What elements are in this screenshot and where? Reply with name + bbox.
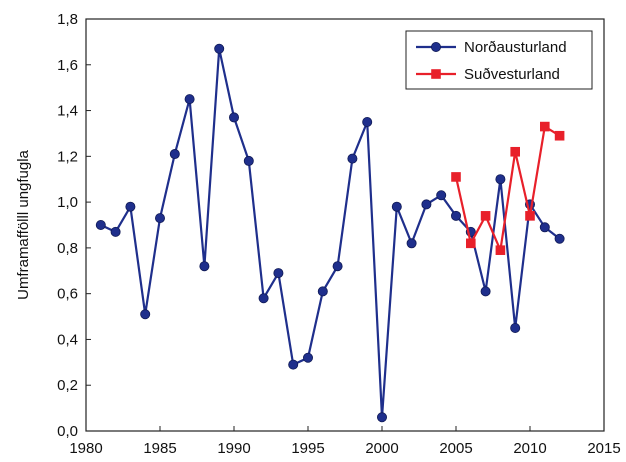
legend-box	[405, 30, 593, 90]
data-point	[317, 286, 328, 297]
legend-entry: Norðausturland	[416, 39, 567, 56]
legend-entry: Suðvesturland	[416, 66, 560, 83]
legend-marker	[430, 42, 441, 53]
y-tick-label: 1,6	[57, 57, 78, 74]
data-point	[362, 117, 373, 128]
data-point	[140, 309, 151, 320]
data-point	[495, 245, 506, 255]
x-tick-label: 1985	[143, 440, 176, 457]
data-point	[376, 412, 387, 423]
legend: Norðausturland Suðvesturland	[405, 30, 593, 90]
series-layer	[95, 43, 565, 423]
data-point	[466, 238, 476, 249]
x-tick-label: 2005	[439, 440, 472, 457]
data-point	[554, 130, 565, 141]
data-point	[184, 94, 195, 105]
x-tick-label: 1980	[69, 440, 102, 457]
series-2	[451, 121, 565, 255]
data-point	[95, 219, 106, 230]
y-tick-label: 0,6	[57, 286, 78, 303]
legend-marker	[431, 69, 441, 79]
data-point	[391, 201, 402, 212]
data-point	[228, 112, 239, 123]
data-point	[302, 352, 313, 363]
data-point	[273, 268, 284, 279]
data-point	[258, 293, 269, 304]
data-point	[199, 261, 210, 272]
x-tick-label: 1990	[217, 440, 250, 457]
y-tick-label: 0,8	[57, 240, 78, 257]
x-tick-label: 2015	[587, 440, 620, 457]
data-point	[214, 43, 225, 54]
legend-label: Suðvesturland	[464, 66, 560, 83]
data-point	[540, 121, 550, 132]
data-point	[125, 201, 136, 212]
y-tick-label: 1,4	[57, 103, 78, 120]
data-point	[450, 210, 461, 221]
x-axis: 1980 1985 1990 1995 2000 2005 2010 2015	[69, 426, 621, 457]
x-tick-label: 2010	[513, 440, 546, 457]
data-point	[451, 172, 461, 182]
data-point	[480, 211, 491, 221]
y-tick-label: 1,0	[57, 194, 78, 211]
x-tick-label: 1995	[291, 440, 324, 457]
data-point	[332, 261, 343, 272]
data-point	[480, 286, 491, 297]
data-point	[554, 233, 565, 244]
data-point	[154, 213, 165, 224]
y-tick-label: 0,4	[57, 331, 78, 348]
y-tick-label: 0,0	[57, 423, 78, 440]
data-point	[243, 155, 254, 166]
y-axis-title: Umframaffölll ungfugla	[15, 149, 32, 299]
data-point	[436, 190, 447, 201]
data-point	[347, 153, 358, 164]
data-point	[288, 359, 299, 370]
data-point	[525, 211, 535, 221]
data-point	[110, 226, 121, 237]
y-tick-label: 0,2	[57, 377, 78, 394]
data-point	[510, 322, 521, 333]
data-point	[539, 222, 550, 233]
series-line	[100, 48, 561, 418]
y-axis: 0,0 0,2 0,4 0,6 0,8 1,0 1,2 1,4 1,6 1,8	[57, 11, 91, 440]
data-point	[406, 238, 417, 249]
data-point	[510, 146, 520, 157]
data-point	[169, 149, 180, 160]
data-point	[421, 199, 432, 210]
y-tick-label: 1,8	[57, 11, 78, 28]
x-tick-label: 2000	[365, 440, 398, 457]
data-point	[495, 174, 506, 185]
legend-label: Norðausturland	[464, 39, 567, 56]
y-tick-label: 1,2	[57, 148, 78, 165]
